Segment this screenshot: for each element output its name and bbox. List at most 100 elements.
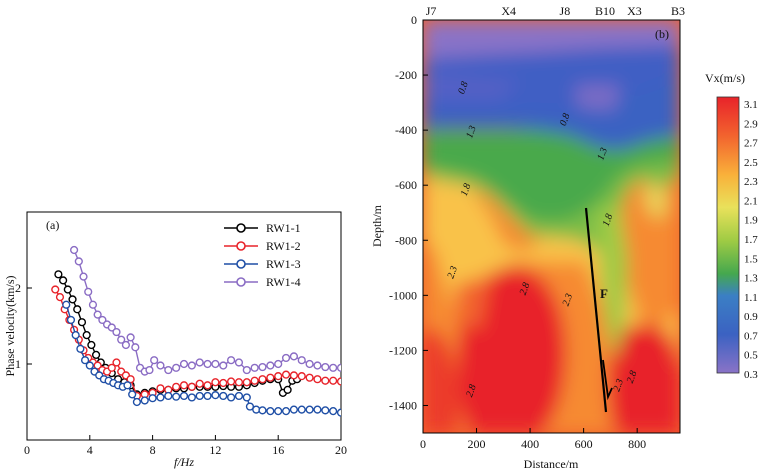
data-point-RW1-3 xyxy=(219,391,228,401)
data-point-RW1-4 xyxy=(266,361,275,370)
data-point-RW1-3 xyxy=(85,361,94,370)
data-point-RW1-4 xyxy=(219,361,228,370)
data-point-RW1-3 xyxy=(128,390,137,399)
data-point-RW1-2 xyxy=(266,373,275,382)
data-point-RW1-2 xyxy=(55,293,65,302)
data-point-RW1-2 xyxy=(203,381,212,390)
data-point-RW1-4 xyxy=(69,245,79,255)
legend-marker-RW1-3 xyxy=(236,259,246,269)
panel-b-y-tick-label: -1200 xyxy=(389,343,417,357)
panel-b-x-tick-label: 800 xyxy=(628,437,646,451)
data-point-RW1-3 xyxy=(211,391,220,400)
panel-a-x-tick-label: 16 xyxy=(272,443,284,457)
data-point-RW1-3 xyxy=(297,405,306,414)
data-point-RW1-3 xyxy=(179,391,189,401)
borehole-label-J7: J7 xyxy=(426,4,437,18)
panel-b-borehole-labels: J7 X4 J8 B10 X3 B3 xyxy=(426,4,685,18)
legend-marker-RW1-1 xyxy=(236,223,246,233)
data-point-RW1-4 xyxy=(336,363,341,372)
data-point-RW1-3 xyxy=(203,391,212,401)
panel-b-plot-frame xyxy=(422,19,681,434)
panel-b-heatmap-field xyxy=(423,20,680,433)
colorbar-tick-label: 2.9 xyxy=(744,118,758,130)
panel-a-x-tick-label: 4 xyxy=(87,443,93,457)
panel-b-y-tick-label: -1000 xyxy=(389,288,417,302)
colorbar-tick-label: 1.9 xyxy=(744,215,758,227)
panel-a-y-tick-label: 2 xyxy=(15,281,21,295)
data-point-RW1-4 xyxy=(187,361,196,370)
panel-a-x-tick-label: 20 xyxy=(335,443,347,457)
data-point-RW1-1 xyxy=(87,340,96,350)
panel-a-series-group xyxy=(51,245,341,417)
data-point-RW1-2 xyxy=(313,375,322,384)
data-point-RW1-2 xyxy=(258,375,267,384)
contour-label: 0.8 xyxy=(558,112,573,128)
panel-b-y-tick-label: 0 xyxy=(411,13,417,27)
data-point-RW1-3 xyxy=(245,402,255,411)
data-point-RW1-2 xyxy=(211,378,220,387)
panel-b-y-axis-label: Depth/m xyxy=(370,204,384,247)
colorbar-tick-label: 1.7 xyxy=(744,234,758,246)
panel-a-x-axis-label: f/Hz xyxy=(174,455,194,469)
data-point-RW1-3 xyxy=(76,344,85,353)
data-point-RW1-3 xyxy=(195,391,204,401)
colorbar-tick-label: 0.9 xyxy=(744,311,758,323)
data-point-RW1-4 xyxy=(203,359,212,369)
panel-b-x-tick-label: 400 xyxy=(521,437,539,451)
colorbar-tick-label: 2.1 xyxy=(744,195,758,207)
data-point-RW1-2 xyxy=(242,378,251,387)
data-point-RW1-3 xyxy=(80,356,90,365)
contour-label: 2.8 xyxy=(518,281,533,297)
legend-label-RW1-3: RW1-3 xyxy=(266,257,301,271)
data-point-RW1-3 xyxy=(172,392,181,401)
colorbar-ticks: 3.1 2.9 2.7 2.5 2.3 2.1 1.9 1.7 1.5 1.3 1.1 0.9 0.7 0… xyxy=(744,99,758,381)
panel-a-y-tick-label: 1 xyxy=(15,357,21,371)
legend-label-RW1-2: RW1-2 xyxy=(266,239,301,253)
colorbar-tick-label: 0.3 xyxy=(744,369,758,381)
data-point-RW1-3 xyxy=(164,391,173,401)
panel-b-y-tick-label: -1400 xyxy=(389,398,417,412)
legend-label-RW1-1: RW1-1 xyxy=(266,221,301,235)
data-point-RW1-4 xyxy=(88,300,98,309)
data-point-RW1-3 xyxy=(305,405,314,414)
colorbar-tick-label: 1.5 xyxy=(744,253,758,265)
data-point-RW1-4 xyxy=(297,356,306,365)
contour-label: 1.8 xyxy=(601,212,616,228)
colorbar-tick-label: 0.7 xyxy=(744,330,758,342)
data-point-RW1-4 xyxy=(195,358,204,367)
data-point-RW1-4 xyxy=(227,356,236,365)
data-point-RW1-3 xyxy=(329,407,338,416)
data-point-RW1-3 xyxy=(242,393,251,402)
data-point-RW1-1 xyxy=(63,285,72,294)
data-point-RW1-4 xyxy=(281,353,291,363)
data-point-RW1-2 xyxy=(250,376,259,385)
legend-marker-RW1-4 xyxy=(236,277,246,287)
fault-label: F xyxy=(600,286,608,301)
data-point-RW1-4 xyxy=(98,315,107,325)
data-point-RW1-3 xyxy=(274,407,283,416)
data-point-RW1-3 xyxy=(187,393,196,402)
data-point-RW1-4 xyxy=(150,356,159,365)
data-point-RW1-2 xyxy=(107,363,116,372)
panel-b-x-axis-label: Distance/m xyxy=(524,457,579,471)
data-point-RW1-3 xyxy=(289,405,299,414)
data-point-RW1-1 xyxy=(68,295,77,304)
data-point-RW1-4 xyxy=(234,358,244,367)
panel-a-label: (a) xyxy=(46,218,59,232)
data-point-RW1-3 xyxy=(123,381,132,390)
panel-b-axes: 0 200 400 600 800 0 -200 -400 -600 -800 -1000 -1200… xyxy=(389,13,646,451)
data-point-RW1-4 xyxy=(305,359,314,369)
contour-label: 1.3 xyxy=(464,124,479,140)
borehole-label-B3: B3 xyxy=(671,4,685,18)
data-point-RW1-3 xyxy=(234,391,244,401)
panel-a-x-tick-label: 12 xyxy=(209,443,221,457)
panel-b-y-tick-label: -400 xyxy=(395,123,417,137)
data-point-RW1-3 xyxy=(156,393,165,402)
data-point-RW1-2 xyxy=(179,381,189,390)
borehole-label-X3: X3 xyxy=(627,4,642,18)
data-point-RW1-4 xyxy=(329,363,338,372)
data-point-RW1-2 xyxy=(329,376,338,385)
data-point-RW1-3 xyxy=(266,407,275,416)
